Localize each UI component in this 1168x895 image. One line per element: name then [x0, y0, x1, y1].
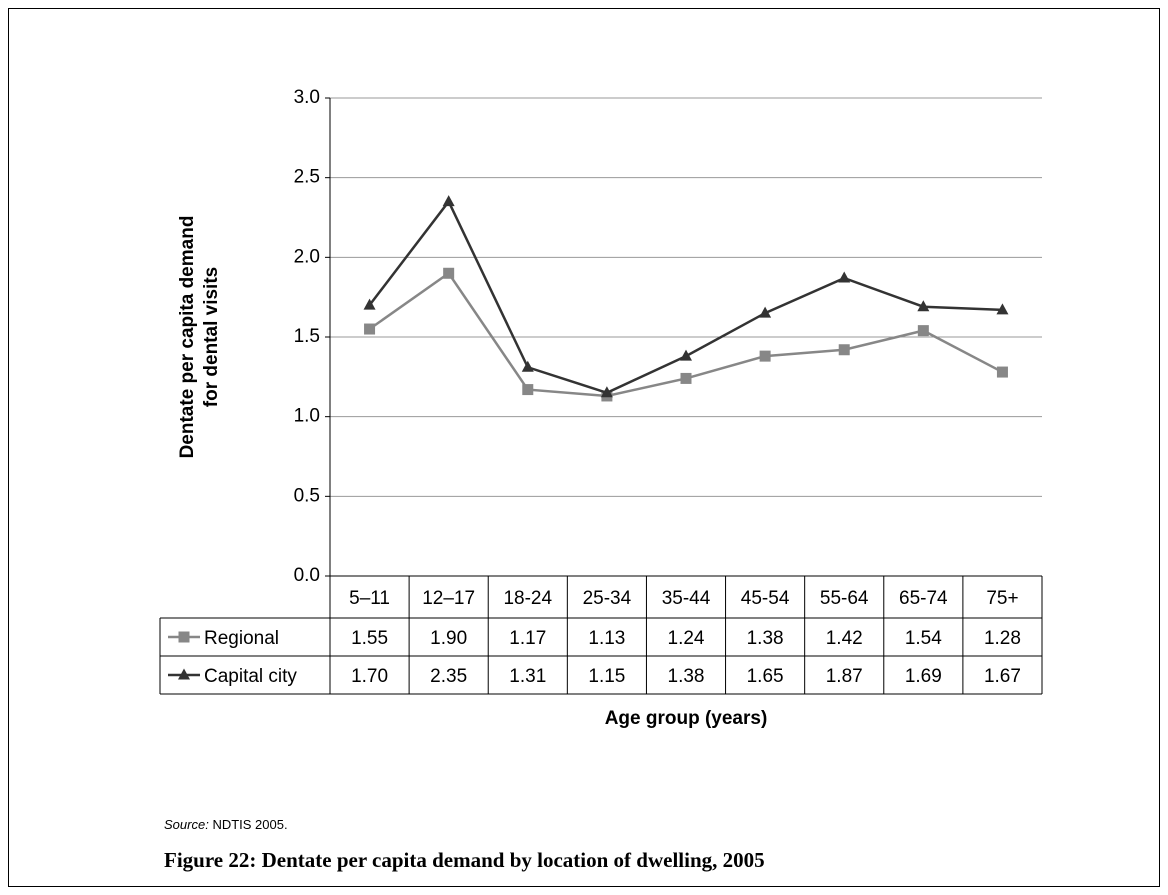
table-value: 1.54	[905, 628, 942, 649]
table-value: 1.38	[747, 628, 784, 649]
legend-label: Capital city	[204, 666, 297, 687]
y-axis-title-line: Dentate per capita demand	[177, 216, 198, 459]
table-value: 1.67	[984, 666, 1021, 687]
legend-marker	[178, 631, 190, 643]
y-axis-title: Dentate per capita demand for dental vis…	[177, 216, 222, 459]
point-marker	[917, 325, 929, 337]
x-tick-label: 5–11	[349, 588, 390, 609]
y-tick-label: 1.5	[294, 326, 320, 347]
x-tick-label: 75+	[986, 588, 1018, 609]
point-marker	[838, 344, 850, 356]
table-value: 1.13	[588, 628, 625, 649]
point-marker	[364, 323, 376, 335]
table-value: 1.69	[905, 666, 942, 687]
frame	[8, 8, 1160, 887]
table-value: 1.15	[588, 666, 625, 687]
y-tick-label: 1.0	[294, 406, 320, 427]
x-tick-label: 55-64	[820, 588, 869, 609]
legend-label: Regional	[204, 628, 279, 649]
source-text: NDTIS 2005.	[212, 817, 287, 832]
point-marker	[759, 350, 771, 362]
y-tick-label: 0.5	[294, 485, 320, 506]
x-axis-title: Age group (years)	[605, 708, 768, 729]
point-marker	[600, 386, 613, 398]
table-value: 1.24	[668, 628, 705, 649]
table-value: 1.87	[826, 666, 863, 687]
legend-marker	[178, 668, 190, 680]
source-label: Source:	[164, 817, 209, 832]
table-value: 1.70	[351, 666, 388, 687]
point-marker	[996, 303, 1009, 315]
table-value: 1.31	[509, 666, 546, 687]
point-marker	[521, 360, 534, 372]
point-marker	[680, 349, 692, 361]
table-value: 1.38	[668, 666, 705, 687]
point-marker	[917, 300, 930, 312]
point-marker	[996, 366, 1008, 378]
y-tick-label: 2.0	[294, 246, 320, 267]
table-value: 1.28	[984, 628, 1021, 649]
y-tick-label: 3.0	[294, 87, 320, 108]
x-tick-label: 12–17	[422, 588, 475, 609]
x-tick-label: 18-24	[503, 588, 552, 609]
y-tick-label: 2.5	[294, 167, 320, 188]
point-marker	[759, 306, 772, 318]
table-value: 1.55	[351, 628, 388, 649]
point-marker	[522, 384, 534, 396]
y-tick-label: 0.0	[294, 565, 320, 586]
table-value: 1.65	[747, 666, 784, 687]
table-value: 1.90	[430, 628, 467, 649]
x-tick-label: 25-34	[583, 588, 632, 609]
point-marker	[838, 271, 851, 283]
table-value: 1.42	[826, 628, 863, 649]
x-tick-label: 65-74	[899, 588, 948, 609]
y-axis-title-line: for dental visits	[201, 267, 222, 407]
table-value: 1.17	[509, 628, 546, 649]
source-note: Source: NDTIS 2005.	[164, 817, 288, 832]
point-marker	[443, 267, 455, 279]
point-marker	[442, 195, 455, 207]
figure-caption: Figure 22: Dentate per capita demand by …	[164, 848, 765, 872]
table-value: 2.35	[430, 666, 467, 687]
point-marker	[363, 298, 376, 310]
point-marker	[680, 372, 692, 384]
x-tick-label: 45-54	[741, 588, 790, 609]
x-tick-label: 35-44	[662, 588, 711, 609]
